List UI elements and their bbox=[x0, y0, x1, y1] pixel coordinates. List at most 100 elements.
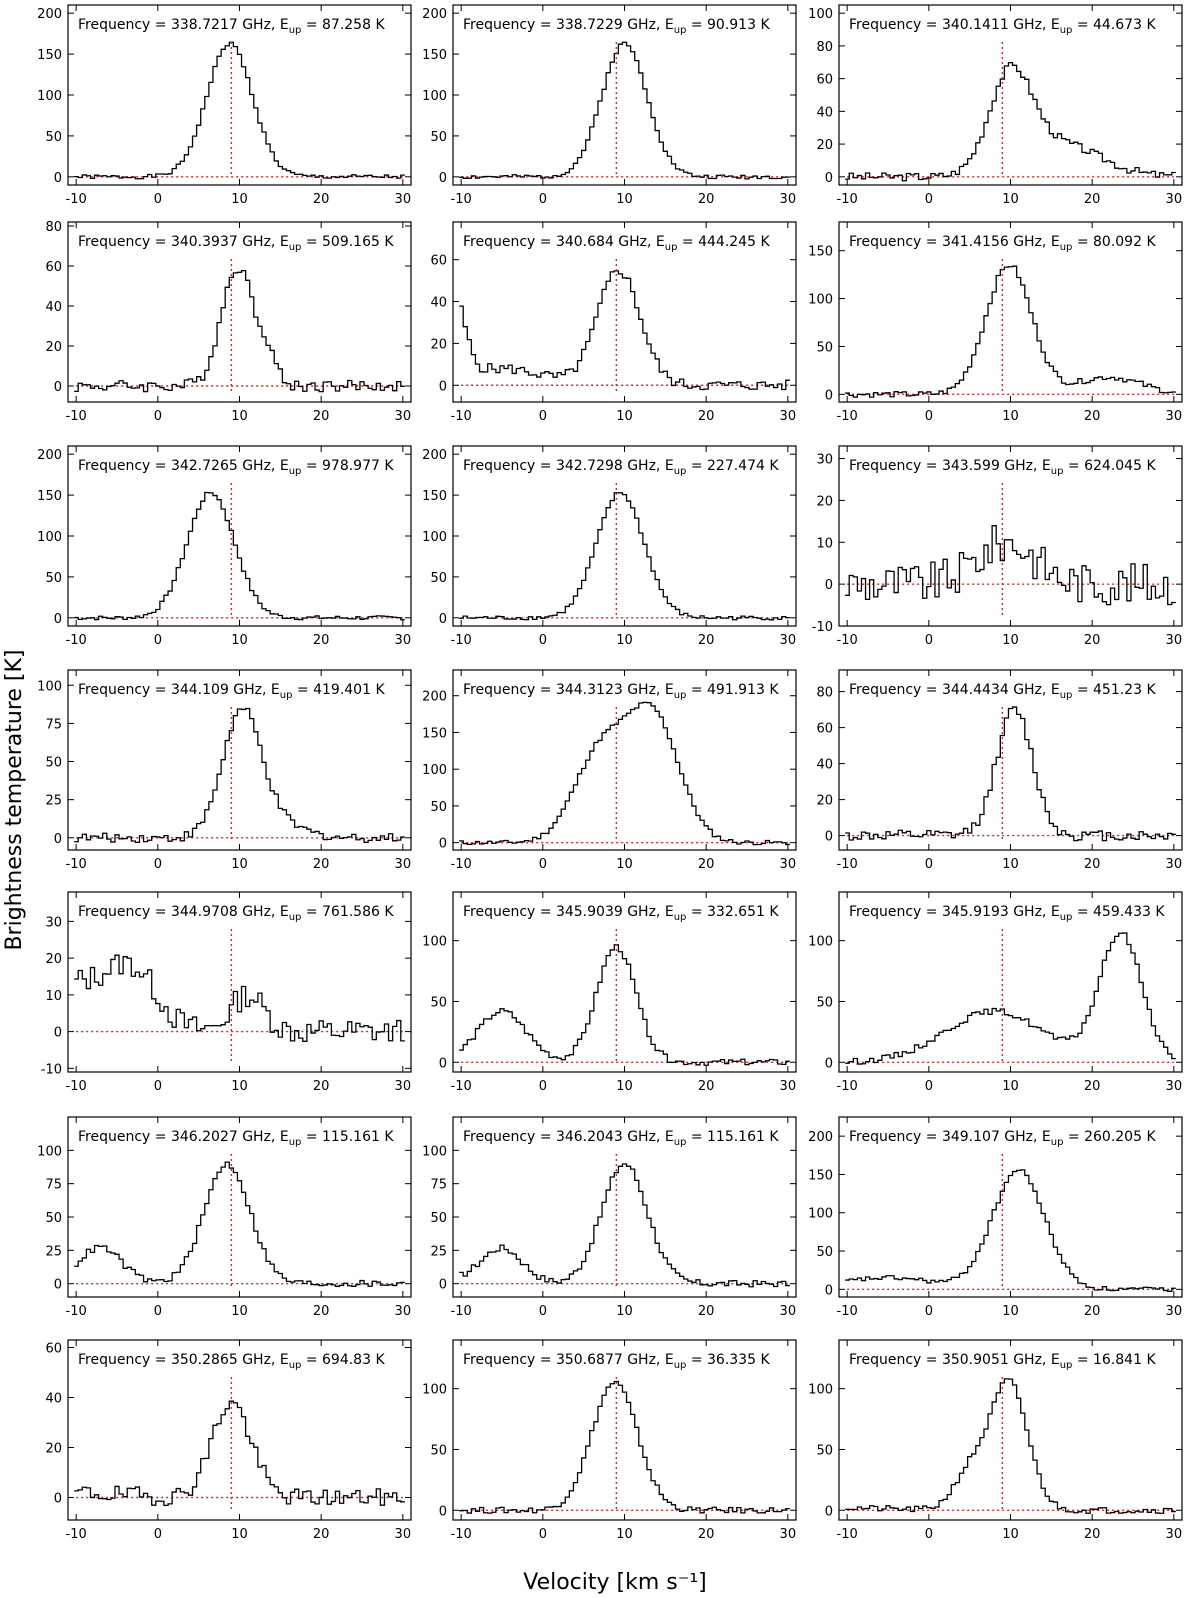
x-tick-label: 0 bbox=[539, 1304, 547, 1319]
panel-title: Frequency = 350.6877 GHz, Eup = 36.335 K bbox=[463, 1352, 770, 1371]
x-tick-label: 30 bbox=[395, 1304, 412, 1319]
x-tick-label: -10 bbox=[66, 192, 87, 207]
x-tick-label: -10 bbox=[66, 857, 87, 872]
panel-title: Frequency = 346.2027 GHz, Eup = 115.161 … bbox=[78, 1129, 394, 1148]
x-tick-label: -10 bbox=[837, 1304, 858, 1319]
spectrum-panel: -10 0 10 20 30 0 50 100 150 Frequency = 341.4156 … bbox=[808, 221, 1183, 424]
panel-title-main: Frequency = 346.2043 GHz, E bbox=[463, 1129, 674, 1145]
y-tick-label: 20 bbox=[816, 138, 833, 153]
x-axis-label: Velocity [km s⁻¹] bbox=[523, 1570, 707, 1595]
panel-title-subscript: up bbox=[1060, 1360, 1073, 1371]
panel-title-subscript: up bbox=[674, 690, 687, 701]
x-tick-label: 10 bbox=[231, 1527, 248, 1542]
x-tick-label: 20 bbox=[1084, 857, 1101, 872]
x-tick-label: 10 bbox=[231, 857, 248, 872]
x-tick-label: 30 bbox=[780, 409, 797, 424]
x-tick-label: 0 bbox=[539, 633, 547, 648]
y-tick-label: 150 bbox=[37, 48, 62, 63]
panel-title-rest: = 624.045 K bbox=[1063, 458, 1156, 474]
y-tick-label: 100 bbox=[422, 1383, 447, 1398]
y-tick-label: 50 bbox=[430, 130, 447, 145]
x-tick-label: 10 bbox=[1002, 192, 1019, 207]
x-tick-label: -10 bbox=[837, 857, 858, 872]
y-tick-label: 50 bbox=[45, 571, 62, 586]
x-tick-label: 10 bbox=[616, 1079, 633, 1094]
panel-title-main: Frequency = 345.9193 GHz, E bbox=[849, 904, 1060, 920]
panel-title-rest: = 509.165 K bbox=[301, 234, 394, 250]
panel-title-subscript: up bbox=[674, 912, 687, 923]
panel-title: Frequency = 344.9708 GHz, Eup = 761.586 … bbox=[78, 904, 394, 923]
y-tick-label: 100 bbox=[808, 7, 833, 22]
spectrum-panel: -10 0 10 20 30 0 20 40 60 Frequency = 340.684 GHz… bbox=[430, 221, 797, 424]
panel-title-main: Frequency = 341.4156 GHz, E bbox=[849, 234, 1060, 250]
panel-title-subscript: up bbox=[289, 912, 302, 923]
y-tick-label: 50 bbox=[430, 571, 447, 586]
x-tick-label: 10 bbox=[616, 1304, 633, 1319]
x-tick-label: 0 bbox=[539, 1527, 547, 1542]
y-tick-label: 0 bbox=[54, 1278, 62, 1293]
panel-title: Frequency = 342.7265 GHz, Eup = 978.977 … bbox=[78, 458, 394, 477]
x-tick-label: -10 bbox=[451, 1304, 472, 1319]
panel-title-rest: = 761.586 K bbox=[301, 904, 394, 920]
y-tick-label: 80 bbox=[816, 686, 833, 701]
spectrum-panel: -10 0 10 20 30 0 50 100 150 200 Frequency = 338.72… bbox=[422, 4, 797, 207]
y-tick-label: 150 bbox=[422, 48, 447, 63]
spectrum-panel: -10 0 10 20 30 0 25 50 75 100 Frequency = 344.109 … bbox=[37, 669, 412, 872]
panel-title-main: Frequency = 350.2865 GHz, E bbox=[78, 1352, 289, 1368]
spectrum-line bbox=[459, 270, 790, 391]
y-tick-label: 200 bbox=[37, 7, 62, 22]
panel-title: Frequency = 345.9193 GHz, Eup = 459.433 … bbox=[849, 904, 1165, 923]
x-tick-label: 30 bbox=[395, 192, 412, 207]
y-tick-label: 50 bbox=[430, 1211, 447, 1226]
spectrum-panel: -10 0 10 20 30 -10 0 10 20 30 Frequency = 343.599 … bbox=[812, 445, 1183, 648]
y-tick-label: 0 bbox=[439, 171, 447, 186]
x-tick-label: 20 bbox=[313, 857, 330, 872]
y-tick-label: 0 bbox=[825, 388, 833, 403]
y-tick-label: 25 bbox=[45, 794, 62, 809]
y-tick-label: 20 bbox=[45, 340, 62, 355]
y-tick-label: 0 bbox=[439, 1278, 447, 1293]
panel-title-rest: = 444.245 K bbox=[677, 234, 770, 250]
panel-title-main: Frequency = 340.684 GHz, E bbox=[463, 234, 665, 250]
spectrum-panel: -10 0 10 20 30 0 20 40 60 80 Frequency = 340.3937 … bbox=[45, 220, 412, 424]
x-tick-label: -10 bbox=[451, 1079, 472, 1094]
x-tick-label: 0 bbox=[925, 192, 933, 207]
x-tick-label: 20 bbox=[313, 192, 330, 207]
x-tick-label: 10 bbox=[1002, 409, 1019, 424]
panel-title-main: Frequency = 340.3937 GHz, E bbox=[78, 234, 289, 250]
x-tick-label: 10 bbox=[1002, 1527, 1019, 1542]
spectrum-panel: -10 0 10 20 30 0 25 50 75 100 Frequency = 346.2027… bbox=[37, 1116, 412, 1319]
x-tick-label: 20 bbox=[1084, 1527, 1101, 1542]
panel-title-main: Frequency = 344.3123 GHz, E bbox=[463, 682, 674, 698]
y-tick-label: 100 bbox=[422, 935, 447, 950]
panel-title-rest: = 332.651 K bbox=[686, 904, 779, 920]
spectrum-panel: -10 0 10 20 30 0 50 100 Frequency = 345.9193 GHz… bbox=[808, 891, 1183, 1094]
y-tick-label: 150 bbox=[808, 1168, 833, 1183]
spectrum-line bbox=[459, 492, 790, 621]
panel-title-rest: = 90.913 K bbox=[686, 17, 770, 33]
x-tick-label: 20 bbox=[1084, 192, 1101, 207]
x-tick-label: -10 bbox=[837, 192, 858, 207]
y-tick-label: 0 bbox=[439, 379, 447, 394]
y-tick-label: 50 bbox=[45, 1211, 62, 1226]
x-tick-label: 30 bbox=[1166, 1527, 1183, 1542]
x-tick-label: 30 bbox=[395, 857, 412, 872]
panel-title-subscript: up bbox=[1060, 912, 1073, 923]
panel-title-rest: = 459.433 K bbox=[1072, 904, 1165, 920]
panel-title: Frequency = 350.2865 GHz, Eup = 694.83 K bbox=[78, 1352, 385, 1371]
y-axis-label: Brightness temperature [K] bbox=[2, 649, 27, 950]
panel-title-main: Frequency = 338.7217 GHz, E bbox=[78, 17, 289, 33]
panel-title-subscript: up bbox=[280, 690, 293, 701]
y-tick-label: 25 bbox=[430, 1244, 447, 1259]
spectrum-line bbox=[845, 265, 1176, 398]
y-tick-label: 0 bbox=[54, 380, 62, 395]
x-tick-label: 0 bbox=[154, 1527, 162, 1542]
y-tick-label: 0 bbox=[825, 1283, 833, 1298]
panel-title-subscript: up bbox=[1051, 466, 1064, 477]
y-tick-label: 100 bbox=[808, 1383, 833, 1398]
y-tick-label: 200 bbox=[37, 448, 62, 463]
x-tick-label: 30 bbox=[780, 857, 797, 872]
y-tick-label: 200 bbox=[422, 690, 447, 705]
spectrum-line bbox=[845, 525, 1176, 606]
